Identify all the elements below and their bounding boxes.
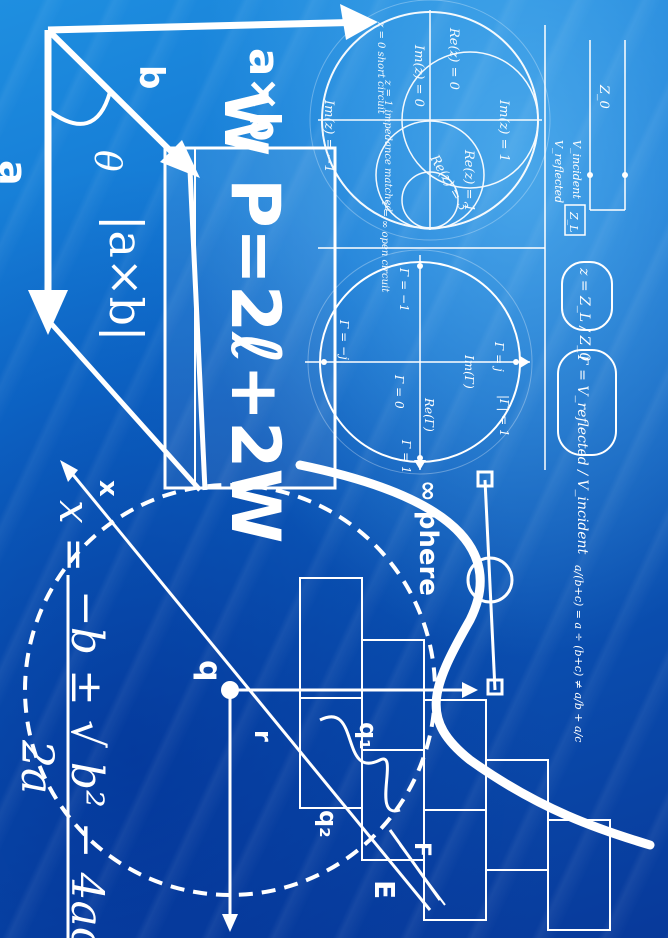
gamma-label: Γ = −j (337, 319, 351, 360)
label-F: F (409, 842, 434, 857)
gamma-point (513, 359, 519, 365)
wave-curve: ∞ phere (295, 460, 655, 850)
x-axis-label: x (93, 480, 123, 497)
label-q1: q₁ (354, 722, 382, 750)
smith-chart: Re(z) = 0 Im(z) = 0 Im(z) = 1 Im(z) = −1… (309, 0, 551, 293)
formula-gamma: Γ = V_reflected / V_incident (574, 354, 590, 555)
label-theta: θ (86, 150, 127, 172)
rectangle-outline (163, 146, 337, 490)
arrowhead-icon (414, 460, 426, 470)
gamma-axis-label: Re(Γ) (422, 397, 436, 432)
quad-denominator: 2a (11, 739, 62, 794)
label-a-cross-b: a×b (240, 48, 289, 142)
smith-label: Im(z) = 0 (411, 44, 426, 107)
parallelogram-edge (187, 169, 208, 491)
label-E: E (368, 880, 401, 899)
gamma-point (417, 263, 423, 269)
smith-short-label: z = 0 short circuit (375, 21, 386, 115)
field-arrow (399, 844, 446, 906)
label-q2: q₂ (314, 810, 342, 838)
arrowhead-icon (462, 682, 478, 698)
label-W: W (210, 90, 280, 156)
smith-const-r-circle (375, 120, 485, 230)
formula-z-normalized: z = Z_L / Z_0 (576, 267, 592, 361)
gamma-label: Γ = j (492, 341, 506, 372)
tangent-line (483, 479, 497, 691)
zl-box-label: Z_L (567, 211, 580, 232)
gamma-axis-label: Im(Γ) (462, 354, 476, 389)
label-b: b (131, 65, 171, 89)
formula-box (561, 261, 613, 331)
arrowhead-icon (160, 140, 200, 178)
gamma-label: Γ = 0 (392, 374, 406, 409)
arrowhead-icon (60, 460, 78, 482)
gamma-plane: Γ = −1 Γ = 0 Γ = 1 Γ = j Γ = −j |Γ| = 1 … (305, 249, 533, 475)
transmission-line-schematic: Z_0 V_incident V_reflected Z_L z = Z_L /… (552, 40, 628, 555)
fraction-identity: a/(b+c) = a ÷ (b+c) ≠ a/b + a/c (572, 565, 585, 742)
oscillation-path (319, 715, 401, 813)
grid-cell (547, 819, 611, 931)
label-q: q (192, 660, 227, 681)
curve-path (295, 460, 655, 850)
grid-cell (299, 577, 363, 699)
gamma-label: Γ = 1 (399, 439, 413, 474)
smith-label: Re(z) = 0 (446, 27, 461, 90)
diagonal-line (63, 464, 432, 911)
v-incident-label: V_incident (570, 140, 583, 199)
endpoint-square (476, 470, 494, 488)
label-abs-cross: |a×b| (99, 215, 153, 341)
endpoint-square (486, 678, 504, 696)
arrowhead-icon (28, 290, 68, 335)
infinity-sphere-label: ∞ phere (413, 480, 443, 596)
smith-reactance-arc (321, 119, 431, 229)
gamma-point (321, 359, 327, 365)
parallelogram-edge (46, 318, 202, 492)
formula-perimeter: P=2ℓ+2W (215, 178, 294, 544)
gamma-label: |Γ| = 1 (497, 395, 511, 437)
label-r: r (249, 730, 277, 742)
gamma-point (417, 455, 423, 461)
load-box (564, 204, 586, 236)
vector-a-cross-b-arrow (47, 18, 371, 34)
theta-arc (46, 91, 112, 126)
label-a: a (0, 160, 35, 186)
quad-lhs: x = (50, 500, 99, 572)
node-dot (622, 172, 628, 178)
smith-open-label: z = ∞ open circuit (379, 199, 390, 293)
perimeter-block: P=2ℓ+2W (163, 146, 337, 544)
grid-cell (485, 759, 549, 871)
v-reflected-label: V_reflected (552, 140, 565, 203)
smith-label: Re(z) = 1 (461, 149, 476, 212)
arrowhead-icon (222, 914, 238, 932)
quad-numerator: −b ± √ b² − 4ac (61, 590, 112, 938)
smith-impedance-label: z = 1 impedance matched (382, 79, 393, 212)
oscillation-plot: q₁ q₂ F E (314, 715, 446, 906)
gamma-label: Γ = −1 (397, 267, 411, 312)
smith-halo (309, 0, 551, 241)
smith-label: Im(z) = −1 (321, 99, 336, 173)
grid-table (299, 577, 611, 931)
node-dot (587, 172, 593, 178)
center-point (221, 681, 239, 699)
smith-reactance-arc (429, 119, 539, 229)
arrowhead-icon (340, 4, 378, 40)
smith-small-circle (401, 171, 459, 229)
cross-product-diagram: b a θ a×b W |a×b| (0, 4, 378, 492)
arrowhead-icon (520, 356, 530, 368)
z0-label: Z_0 (596, 84, 611, 109)
grid-cell (423, 809, 487, 921)
formula-box (557, 349, 617, 456)
smith-label: Im(z) = 1 (496, 99, 511, 162)
